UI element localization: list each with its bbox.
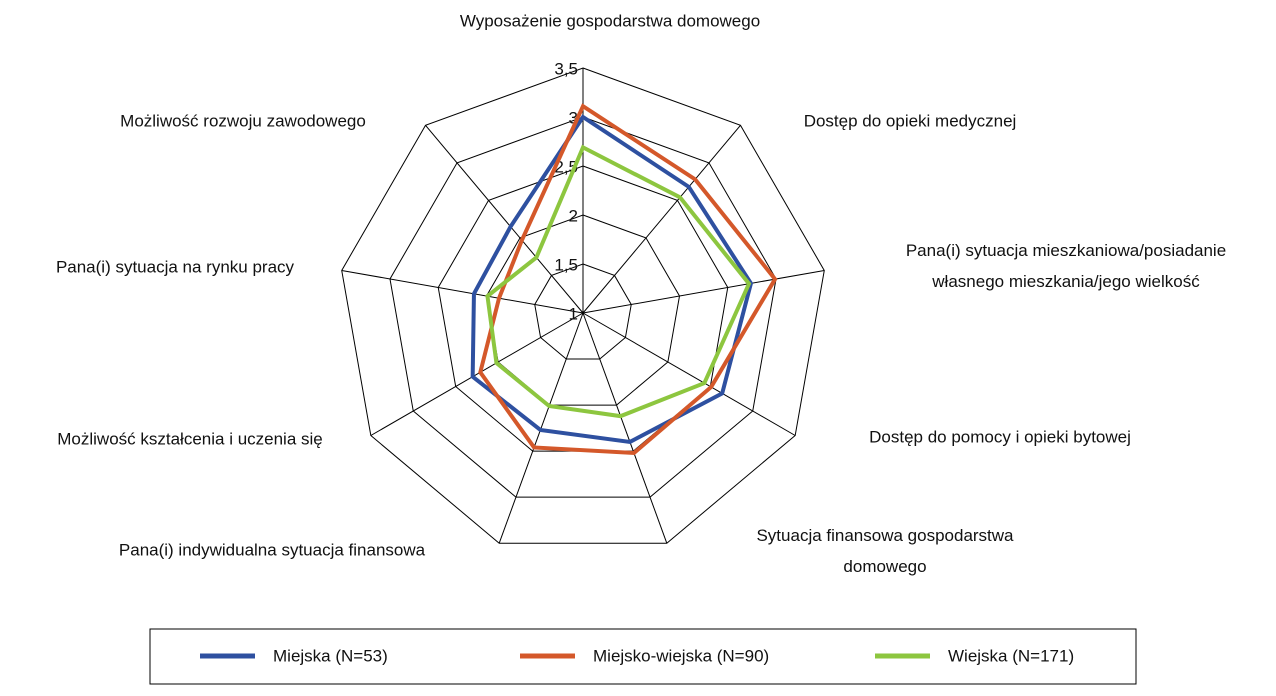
tick-label: 3,5 [554,59,578,78]
category-label: Możliwość kształcenia i uczenia się [57,429,323,448]
axis-spoke [370,312,584,436]
tick-label: 3 [569,108,578,127]
series-line [485,144,752,419]
grid-ring [485,214,681,406]
grid-ring [389,116,777,498]
axis-spoke [425,124,584,314]
series-line [478,103,778,456]
legend-label: Wiejska (N=171) [948,646,1074,665]
category-label: Dostęp do opieki medycznej [804,111,1017,130]
axis-spoke [582,312,796,436]
series-line [470,114,754,444]
category-label: Sytuacja finansowa gospodarstwa domowego [756,526,1014,576]
axis-spoke [582,269,825,314]
category-label: Możliwość rozwoju zawodowego [120,111,366,130]
axis-spoke [582,312,668,544]
legend-label: Miejsko-wiejska (N=90) [593,646,769,665]
tick-label: 1,5 [554,255,578,274]
legend-label: Miejska (N=53) [273,646,388,665]
category-label: Wyposażenie gospodarstwa domowego [460,11,760,30]
category-label: Dostęp do pomocy i opieki bytowej [869,427,1131,446]
grid-ring [534,263,632,360]
grid-ring [341,67,825,544]
tick-label: 1 [569,304,578,323]
axis-spoke [582,124,741,314]
legend-box [149,628,1137,685]
category-label: Pana(i) sytuacja mieszkaniowa/posiadanie… [906,241,1226,291]
category-label: Pana(i) indywidualna sytuacja finansowa [119,540,426,559]
axis-spoke [341,269,584,314]
category-label: Pana(i) sytuacja na rynku pracy [56,257,295,276]
tick-label: 2 [569,206,578,225]
